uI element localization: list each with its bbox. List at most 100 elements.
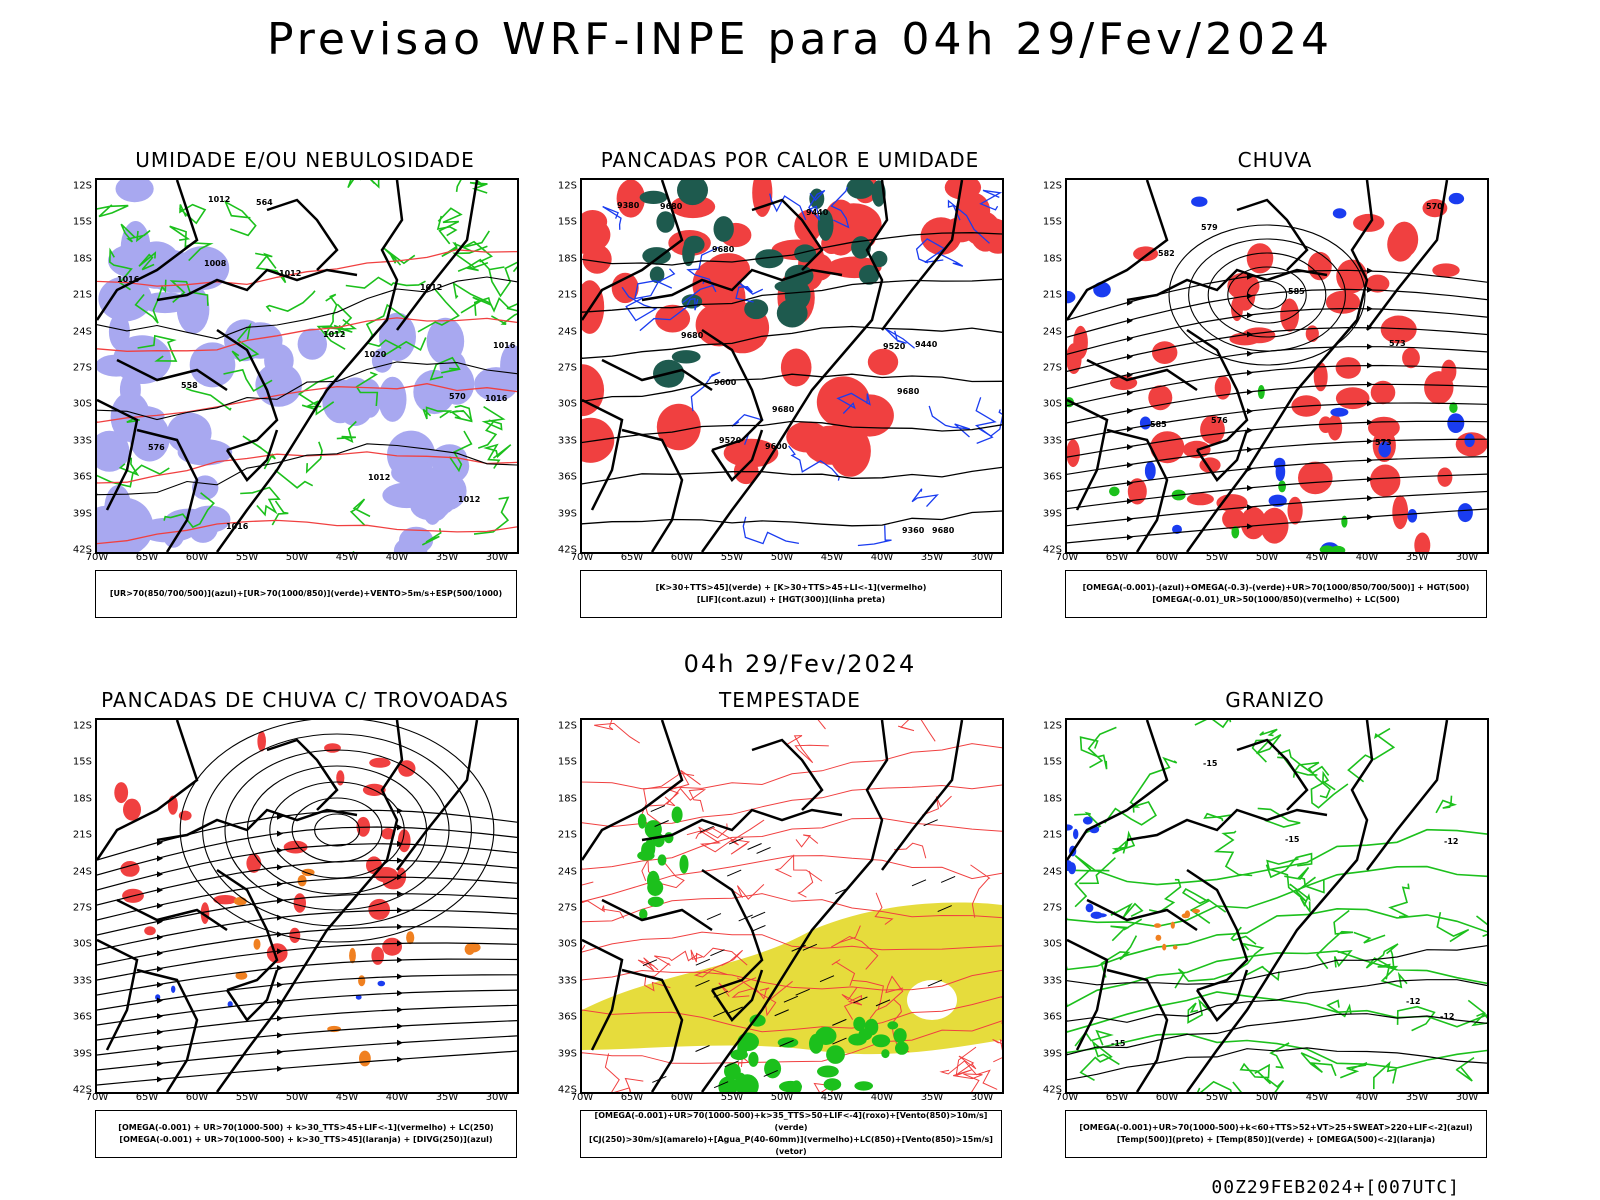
longitude-tick-label: 35W — [435, 1092, 459, 1103]
boundary-line — [700, 180, 889, 552]
showers-teal-cell — [671, 350, 701, 364]
lc250-streamline-arrow — [157, 1044, 163, 1051]
precip-water-red-curve — [604, 1053, 644, 1092]
wind-vector — [728, 837, 744, 845]
panel-legend: [OMEGA(-0.001)+UR>70(1000-500)+k>35_TTS>… — [580, 1110, 1002, 1158]
contour-label: 558 — [181, 381, 198, 390]
longitude-tick-label: 70W — [1055, 552, 1079, 563]
humidity-mid-blue-cell — [426, 317, 465, 365]
temp850-green-curve — [1187, 998, 1211, 1024]
latitude-tick-label: 18S — [1042, 793, 1062, 805]
lc500-streamline-line — [1067, 420, 1487, 458]
boundary-line — [136, 968, 199, 1092]
humidity-low-green-curve — [462, 230, 493, 263]
latitude-tick-label: 33S — [72, 435, 92, 447]
rain-green-cell — [1329, 545, 1346, 552]
thunder-red-cell — [144, 926, 156, 936]
temp850-green-curve — [1087, 726, 1117, 769]
lc250-streamline-arrow — [277, 1065, 283, 1072]
humidity-low-green-curve — [365, 303, 407, 350]
hgt300-contour-line — [582, 420, 1002, 444]
lc250-streamline-line — [97, 974, 517, 1011]
pressure-contour-line — [97, 276, 517, 340]
contour-label: -15 — [1203, 759, 1218, 768]
lc250-streamline-arrow — [157, 934, 163, 941]
longitude-tick-label: 60W — [185, 552, 209, 563]
lc500-streamline-arrow — [1127, 335, 1133, 342]
wind850-green-cell — [679, 854, 689, 874]
lc250-streamline-arrow — [277, 1049, 283, 1055]
contour-label: 573 — [1389, 339, 1406, 348]
wind-vector — [713, 990, 728, 998]
boundary-line — [1185, 180, 1374, 552]
humidity-mid-blue-cell — [378, 376, 407, 422]
lc250-streamline-arrow — [397, 1039, 403, 1046]
wind-vector — [853, 996, 868, 1004]
showers-red-cell — [780, 348, 812, 387]
lc250-streamline-arrow — [157, 1013, 163, 1020]
latitude-tick-label: 33S — [557, 435, 577, 447]
temp850-green-curve — [1213, 830, 1253, 877]
map-canvas: 9680 9680 9680 9680 9680 9680 9600 9600 9520 9520… — [582, 180, 1002, 552]
hgt300-contour-line — [582, 373, 1002, 403]
wind-vector — [713, 1081, 729, 1089]
temp850-green-curve — [1194, 720, 1232, 729]
lc250-streamline-arrow — [277, 881, 283, 887]
wind850-green-cell — [737, 1040, 748, 1056]
humidity-low-green-curve — [382, 337, 427, 357]
lc250-streamline-arrow — [157, 902, 163, 909]
thunder-orange-cell — [349, 947, 356, 964]
lc250-streamline-arrow — [157, 981, 163, 988]
latitude-axis: 12S 15S 18S 21S 24S 27S 30S 33S 36S 39S 42S — [540, 178, 580, 556]
contour-label: 9600 — [765, 442, 788, 451]
latitude-tick-label: 24S — [1042, 326, 1062, 338]
precip-water-red-curve — [841, 987, 863, 1020]
contour-label: 576 — [148, 443, 165, 452]
boundary-line — [1126, 808, 1328, 842]
lc250-streamline-arrow — [397, 1023, 403, 1030]
map-plot — [95, 718, 519, 1094]
lc500-streamline-arrow — [1367, 381, 1373, 388]
latitude-tick-label: 12S — [557, 180, 577, 192]
contour-label: 582 — [1158, 249, 1175, 258]
lif-blue-curve — [621, 286, 658, 322]
thunder-orange-cell — [233, 897, 247, 906]
thickness-red-line — [97, 317, 517, 352]
lc250-streamline-arrow — [277, 813, 283, 820]
rain-blue-cell — [1191, 196, 1208, 207]
contour-label: 1012 — [323, 330, 345, 339]
contour-label: 570 — [1426, 202, 1443, 211]
precip-water-red-curve — [582, 881, 594, 886]
precip-water-red-curve — [637, 957, 659, 972]
pressure-contour — [97, 276, 517, 496]
temp850-green-curve — [1257, 807, 1301, 828]
precip-water-red-curve — [953, 1069, 983, 1092]
contour-label: 1012 — [420, 283, 442, 292]
contour-label: -12 — [1444, 837, 1458, 846]
hgt300-contour-line — [582, 510, 1002, 527]
jet-yellow — [582, 902, 1002, 1055]
lc850-line-line — [582, 996, 1002, 1033]
lc250-streamline-line — [97, 1004, 517, 1041]
lc250-streamline-line — [97, 826, 517, 876]
wind-vector — [699, 825, 714, 833]
rain-red-cell — [1305, 325, 1319, 342]
map-plot: 9680 9680 9680 9680 9680 9680 9600 9600 9520 9520… — [580, 178, 1004, 554]
humidity-low-green-curve — [477, 421, 498, 449]
longitude-tick-label: 50W — [770, 1092, 794, 1103]
lc250-streamline — [97, 807, 517, 1086]
temp850-green-curve — [1174, 968, 1233, 989]
boundary-line — [1126, 268, 1328, 302]
longitude-tick-label: 35W — [435, 552, 459, 563]
latitude-tick-label: 36S — [72, 1011, 92, 1023]
temp850-green-curve — [1079, 1040, 1120, 1081]
legend-line: [OMEGA(-0.001)+UR>70(1000-500)+k<60+TTS>… — [1079, 1123, 1473, 1132]
wind-vector — [835, 887, 850, 895]
precip-water-red-curve — [644, 769, 701, 825]
contour-label: 1016 — [117, 275, 140, 284]
precip-water-red-curve — [955, 1046, 977, 1076]
latitude-tick-label: 36S — [72, 471, 92, 483]
contour-label: 9680 — [681, 331, 704, 340]
panel-tempestade: TEMPESTADE 12S 15S 18S 21S 24S 27S 30S 33S 36S 39S… — [540, 688, 1040, 1178]
boundary-line — [266, 738, 339, 811]
